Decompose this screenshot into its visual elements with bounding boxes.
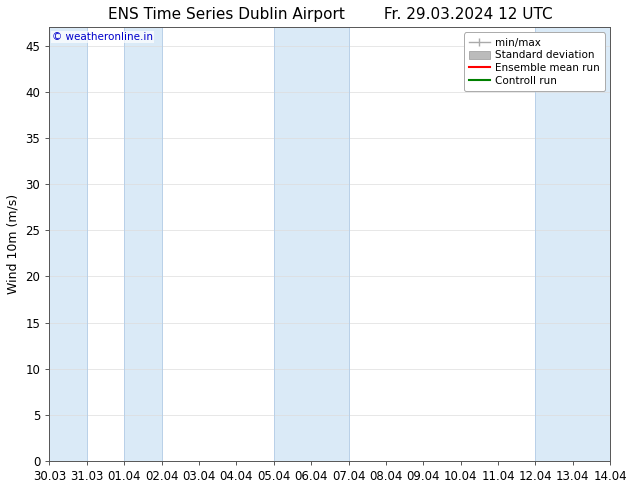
Bar <box>124 27 162 461</box>
Text: © weatheronline.in: © weatheronline.in <box>52 32 153 42</box>
Y-axis label: Wind 10m (m/s): Wind 10m (m/s) <box>7 194 20 294</box>
Bar <box>536 27 611 461</box>
Legend: min/max, Standard deviation, Ensemble mean run, Controll run: min/max, Standard deviation, Ensemble me… <box>464 32 605 91</box>
Bar <box>49 27 87 461</box>
Title: ENS Time Series Dublin Airport        Fr. 29.03.2024 12 UTC: ENS Time Series Dublin Airport Fr. 29.03… <box>108 7 552 22</box>
Bar <box>274 27 349 461</box>
